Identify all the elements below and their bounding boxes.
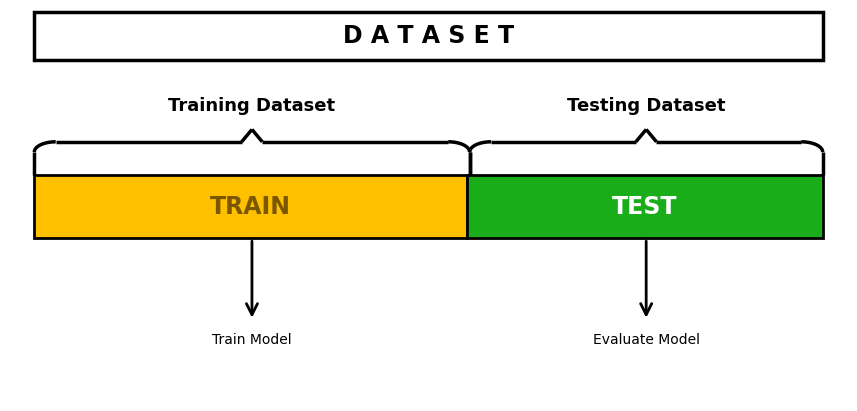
- Text: Training Dataset: Training Dataset: [168, 97, 336, 115]
- FancyBboxPatch shape: [34, 12, 823, 60]
- Text: Train Model: Train Model: [213, 333, 291, 347]
- FancyBboxPatch shape: [34, 175, 467, 238]
- Text: TEST: TEST: [612, 194, 678, 219]
- Text: D A T A S E T: D A T A S E T: [343, 24, 514, 48]
- Text: Evaluate Model: Evaluate Model: [593, 333, 699, 347]
- FancyBboxPatch shape: [467, 175, 823, 238]
- Text: Testing Dataset: Testing Dataset: [567, 97, 725, 115]
- Text: TRAIN: TRAIN: [210, 194, 291, 219]
